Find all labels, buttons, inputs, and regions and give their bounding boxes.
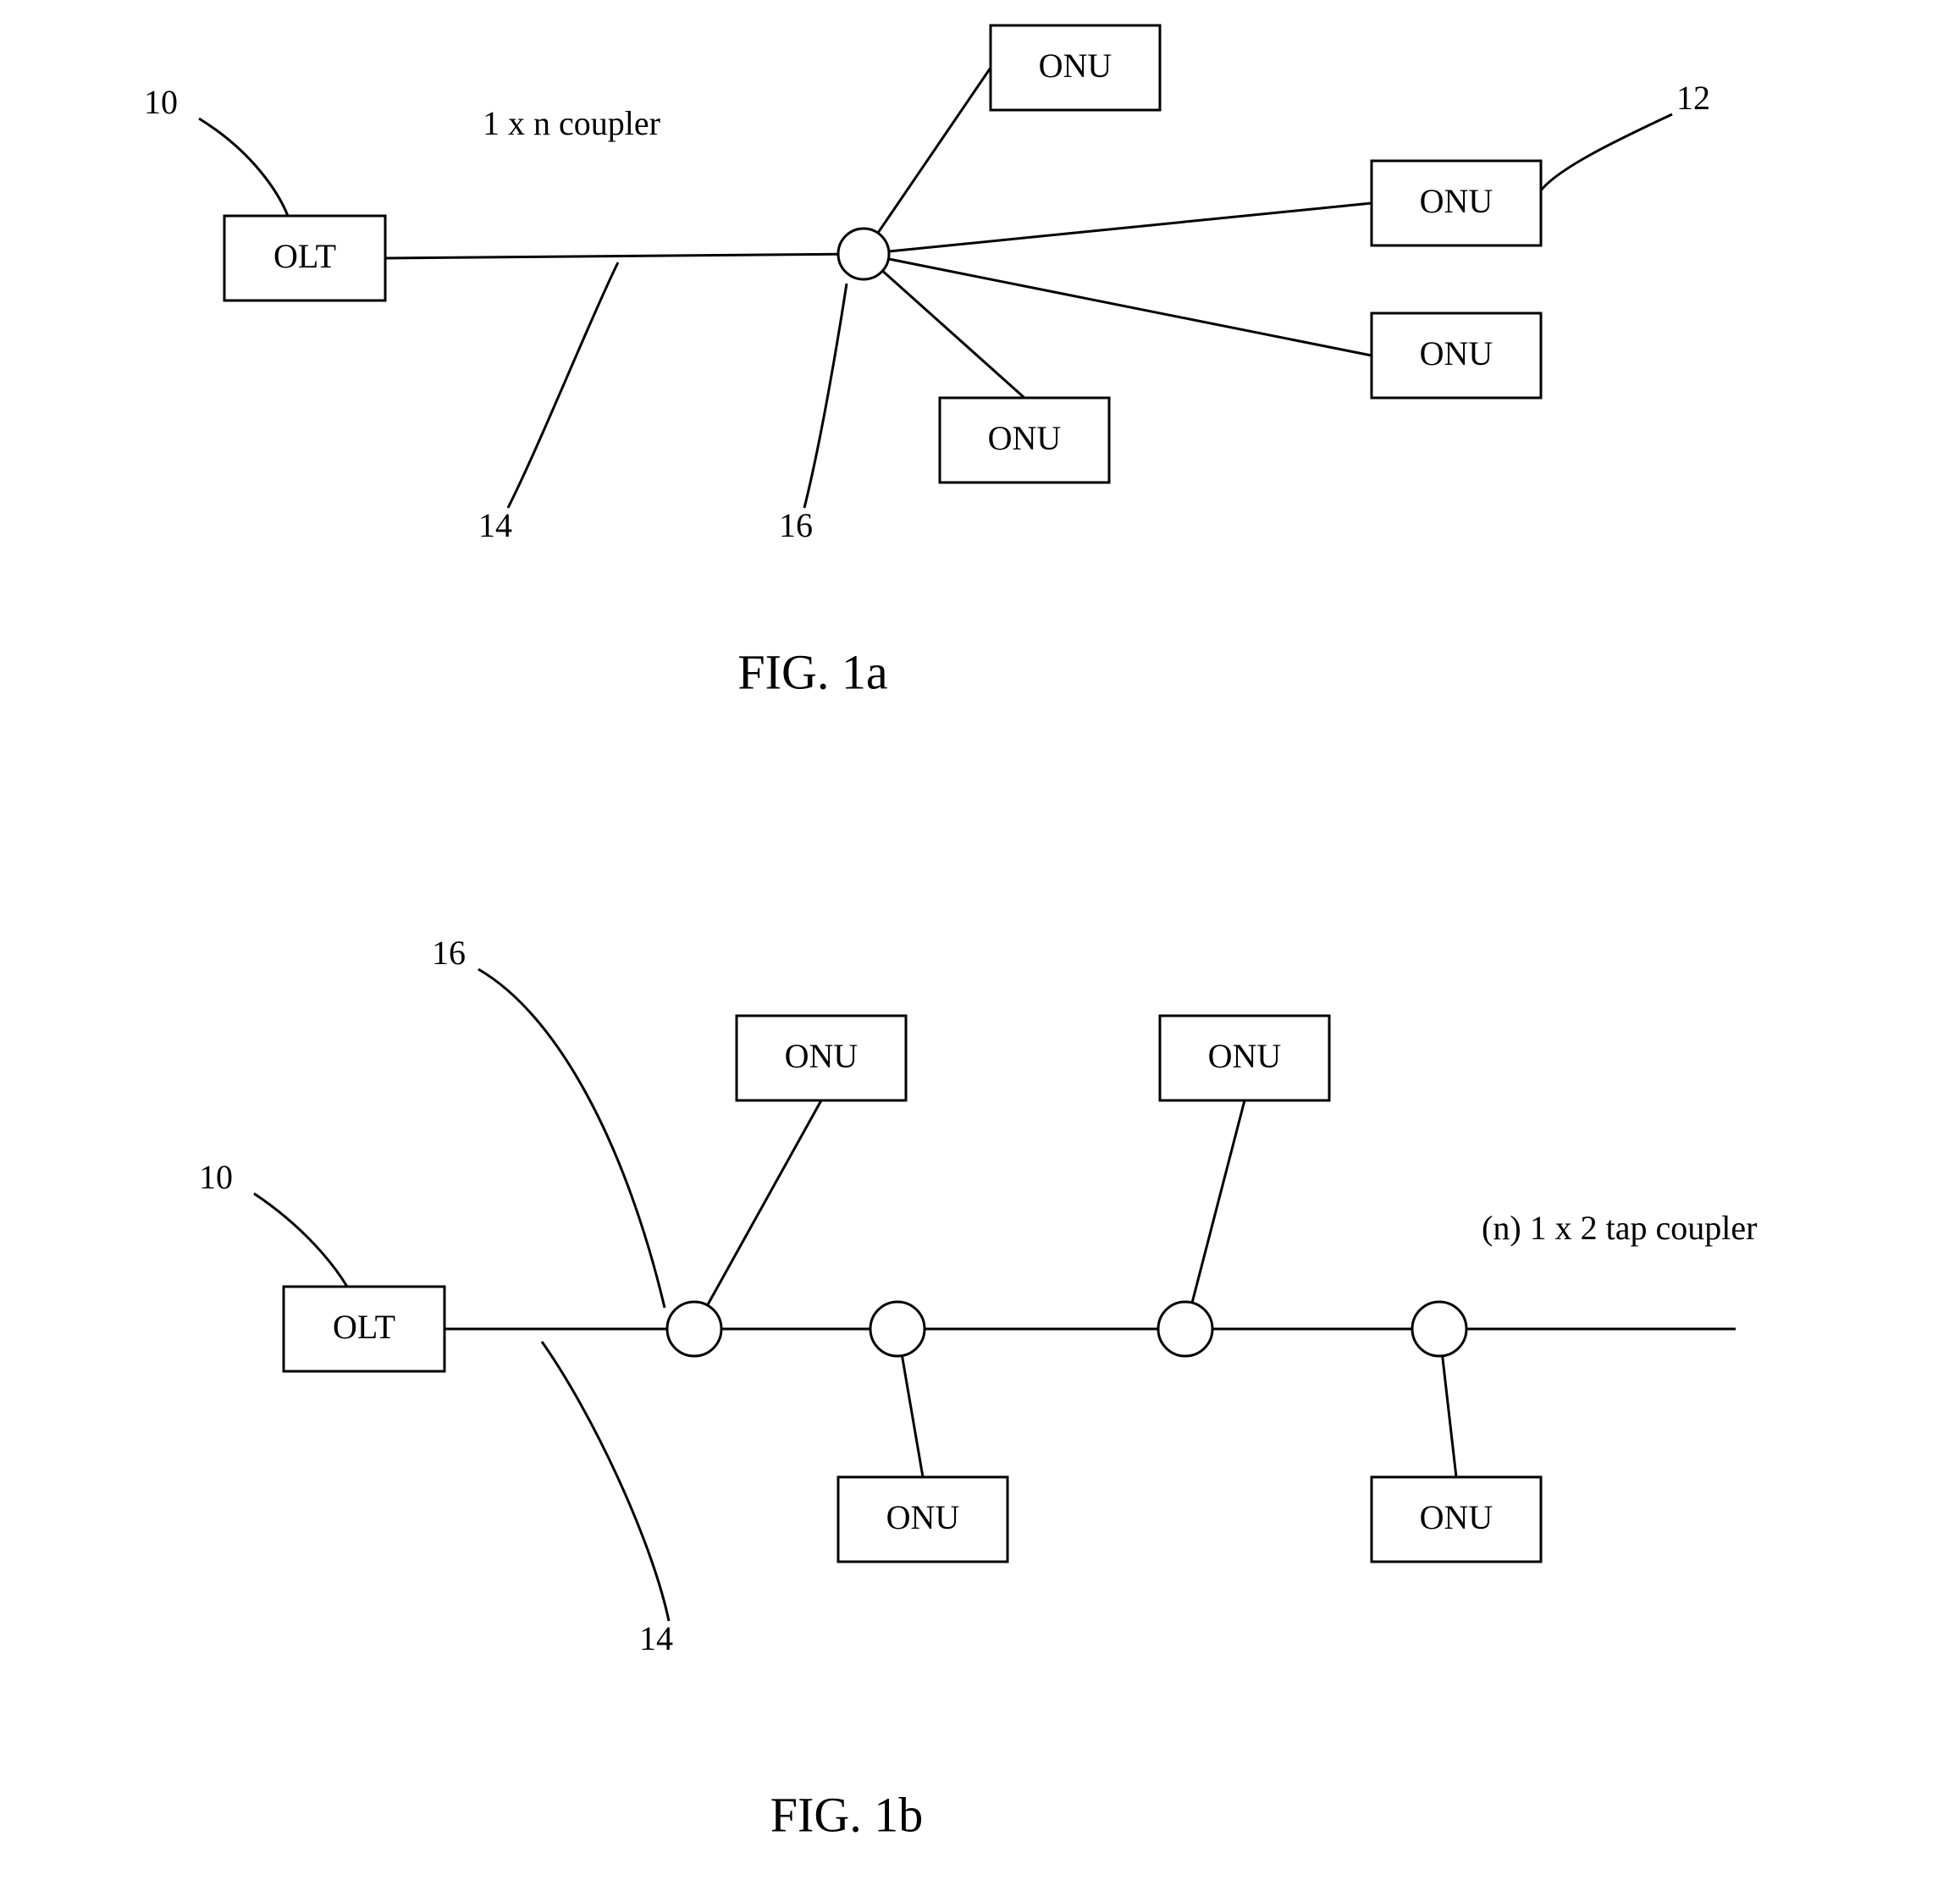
fig-a-olt-box-label: OLT bbox=[273, 237, 336, 275]
fig-b-ref-16-leader bbox=[478, 969, 665, 1308]
fig-a-coupler bbox=[838, 229, 889, 279]
fig-a-onu-box-3: ONU bbox=[940, 398, 1109, 482]
fig-b-onu-box-2: ONU bbox=[838, 1477, 1008, 1562]
fig-b-coupler-2 bbox=[1158, 1302, 1212, 1356]
fig-b-coupler-0 bbox=[667, 1302, 721, 1356]
fig-b-caption: FIG. 1b bbox=[770, 1787, 923, 1842]
fig-b-onu-box-1-label: ONU bbox=[1208, 1037, 1282, 1075]
fig-a-caption: FIG. 1a bbox=[737, 644, 887, 699]
fig-a-ref-14-leader bbox=[508, 262, 618, 508]
fig-a-onu-box-1: ONU bbox=[1372, 161, 1541, 245]
fig-b-drop-2 bbox=[902, 1356, 923, 1477]
fig-b-tap-label: (n) 1 x 2 tap coupler bbox=[1482, 1209, 1757, 1247]
fig-b-ref-10-leader bbox=[254, 1194, 347, 1287]
fig-a-ref-12-leader bbox=[1541, 114, 1672, 190]
fig-b-coupler-1 bbox=[870, 1302, 925, 1356]
fig-b-drop-3 bbox=[1443, 1356, 1456, 1477]
fig-b-olt-box: OLT bbox=[284, 1287, 444, 1371]
fig-a-onu-box-3-label: ONU bbox=[988, 419, 1062, 457]
fig-a-ref-16-label: 16 bbox=[779, 506, 813, 544]
fig-a-onu-box-2-label: ONU bbox=[1420, 334, 1493, 372]
fig-a-onu-box-0-label: ONU bbox=[1039, 47, 1113, 85]
fig-b-onu-box-3: ONU bbox=[1372, 1477, 1541, 1562]
fig-a-ref-12-label: 12 bbox=[1676, 79, 1710, 117]
fig-a-ref-10-leader bbox=[199, 119, 288, 216]
fig-a-trunk bbox=[385, 254, 838, 258]
fig-b-ref-10-label: 10 bbox=[199, 1158, 233, 1196]
fig-b-coupler-3 bbox=[1412, 1302, 1466, 1356]
fig-a-spoke-3 bbox=[882, 271, 1024, 398]
fig-b-ref-16-label: 16 bbox=[432, 934, 466, 972]
fig-a-olt-box: OLT bbox=[224, 216, 385, 300]
fig-b-drop-0 bbox=[708, 1100, 821, 1305]
fig-a-ref-10-label: 10 bbox=[144, 83, 178, 121]
fig-a-ref-14-label: 14 bbox=[478, 506, 512, 544]
fig-b-ref-14-leader bbox=[542, 1342, 669, 1621]
fig-a-spoke-0 bbox=[878, 68, 991, 233]
fig-b-onu-box-1: ONU bbox=[1160, 1016, 1329, 1100]
fig-b-onu-box-3-label: ONU bbox=[1420, 1498, 1493, 1536]
fig-a-onu-box-0: ONU bbox=[991, 25, 1160, 110]
fig-b-onu-box-2-label: ONU bbox=[886, 1498, 960, 1536]
fig-a-ref-16-leader bbox=[804, 284, 847, 508]
fig-a-onu-box-2: ONU bbox=[1372, 313, 1541, 398]
fig-a-spoke-1 bbox=[889, 203, 1372, 251]
fig-a-coupler-label: 1 x n coupler bbox=[483, 104, 660, 142]
fig-b-ref-14-label: 14 bbox=[639, 1619, 673, 1657]
fig-b-drop-1 bbox=[1192, 1100, 1245, 1303]
fig-b-onu-box-0: ONU bbox=[737, 1016, 906, 1100]
fig-b-onu-box-0-label: ONU bbox=[785, 1037, 859, 1075]
fig-b-olt-box-label: OLT bbox=[333, 1308, 395, 1346]
fig-a-onu-box-1-label: ONU bbox=[1420, 182, 1493, 220]
